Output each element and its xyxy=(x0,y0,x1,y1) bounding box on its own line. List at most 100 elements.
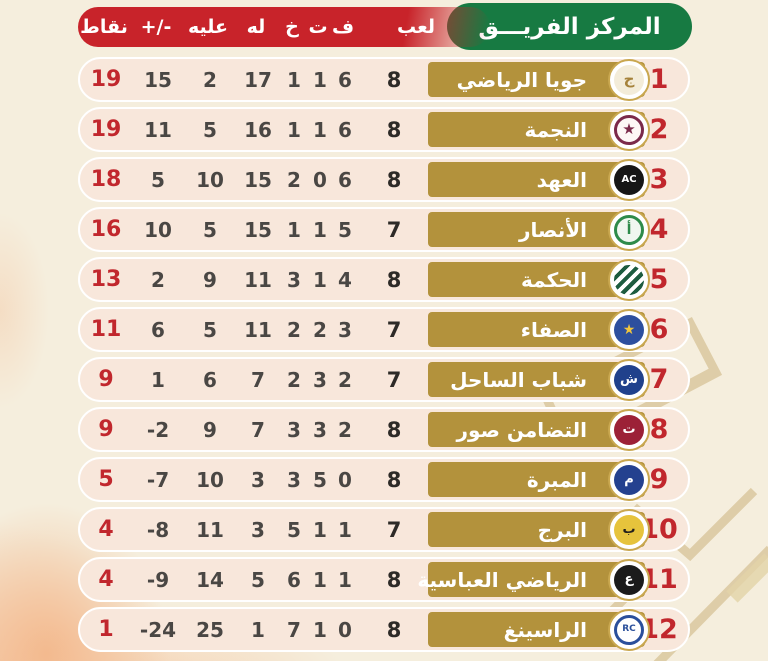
team-stats: 11 6 5 11 2 2 3 7 xyxy=(80,309,430,350)
stat-wins: 1 xyxy=(338,517,352,542)
stat-for: 3 xyxy=(251,517,265,542)
ahed-club-logo-icon: AC xyxy=(608,158,650,201)
stat-against: 5 xyxy=(203,217,217,242)
stat-diff: -9 xyxy=(146,567,170,592)
stat-points: 19 xyxy=(90,67,122,92)
stat-diff: -2 xyxy=(146,417,170,442)
table-row: 4 -9 14 5 6 1 1 8 الرياضي العباسية ع 11 xyxy=(78,557,690,602)
stat-points: 11 xyxy=(90,317,122,342)
team-name: الأنصار xyxy=(519,217,587,242)
stat-diff: -24 xyxy=(139,617,177,642)
stat-draws: 3 xyxy=(313,367,327,392)
stat-points: 19 xyxy=(90,117,122,142)
stat-for: 16 xyxy=(244,117,272,142)
stat-played: 8 xyxy=(386,117,402,142)
team-stats: 9 -2 9 7 3 3 2 8 xyxy=(80,409,430,450)
stat-played: 8 xyxy=(386,617,402,642)
hekmeh-club-logo-icon xyxy=(608,258,650,301)
stat-diff: 15 xyxy=(144,67,172,92)
stat-losses: 7 xyxy=(287,617,301,642)
stat-played: 7 xyxy=(386,317,402,342)
team-name: الراسينغ xyxy=(503,617,587,642)
stat-wins: 4 xyxy=(338,267,352,292)
stat-points: 18 xyxy=(90,167,122,192)
safa-club-logo-icon: ★ xyxy=(608,308,650,351)
stat-played: 8 xyxy=(386,467,402,492)
col-header-wins: ف xyxy=(331,16,355,38)
stat-for: 7 xyxy=(251,417,265,442)
stat-diff: -7 xyxy=(146,467,170,492)
stat-diff: 6 xyxy=(151,317,165,342)
stat-against: 11 xyxy=(196,517,224,542)
stat-played: 8 xyxy=(386,417,402,442)
stat-for: 3 xyxy=(251,467,265,492)
stat-losses: 1 xyxy=(287,217,301,242)
stat-wins: 0 xyxy=(338,617,352,642)
team-name: التضامن صور xyxy=(456,417,587,442)
table-row: 1 -24 25 1 7 1 0 8 الراسينغ RC 12 xyxy=(78,607,690,652)
stat-against: 9 xyxy=(203,417,217,442)
stat-losses: 2 xyxy=(287,367,301,392)
stat-points: 5 xyxy=(98,467,114,492)
table-row: 18 5 10 15 2 0 6 8 العهد AC 3 xyxy=(78,157,690,202)
stat-against: 5 xyxy=(203,317,217,342)
stat-losses: 6 xyxy=(287,567,301,592)
team-name: شباب الساحل xyxy=(450,367,587,392)
stat-played: 7 xyxy=(386,217,402,242)
table-row: 19 11 5 16 1 1 6 8 النجمة ★ 2 xyxy=(78,107,690,152)
team-stats: 16 10 5 15 1 1 5 7 xyxy=(80,209,430,250)
stat-against: 6 xyxy=(203,367,217,392)
stat-points: 9 xyxy=(98,417,114,442)
stat-points: 16 xyxy=(90,217,122,242)
stat-draws: 5 xyxy=(313,467,327,492)
standings-table: 19 15 2 17 1 1 6 8 جويا الرياضي ج 1 19 11 5 16 1 1 6 8 النج… xyxy=(78,57,690,657)
stat-played: 8 xyxy=(386,67,402,92)
team-name: جويا الرياضي xyxy=(456,67,587,92)
col-header-for: له xyxy=(246,16,266,38)
table-row: 9 -2 9 7 3 3 2 8 التضامن صور ت 8 xyxy=(78,407,690,452)
team-stats: 13 2 9 11 3 1 4 8 xyxy=(80,259,430,300)
stat-wins: 2 xyxy=(338,417,352,442)
stat-diff: 10 xyxy=(144,217,172,242)
table-row: 13 2 9 11 3 1 4 8 الحكمة 5 xyxy=(78,257,690,302)
team-name: البرج xyxy=(537,517,587,542)
team-name: المبرة xyxy=(526,467,587,492)
team-name: الحكمة xyxy=(521,267,587,292)
team-stats: 19 11 5 16 1 1 6 8 xyxy=(80,109,430,150)
stat-draws: 1 xyxy=(313,567,327,592)
stat-points: 13 xyxy=(90,267,122,292)
stat-losses: 3 xyxy=(287,467,301,492)
stat-diff: 1 xyxy=(151,367,165,392)
stat-wins: 5 xyxy=(338,217,352,242)
rank-number: 2 xyxy=(649,114,669,145)
team-name: العهد xyxy=(536,167,587,192)
col-header-played: لعب xyxy=(397,16,435,38)
stat-losses: 1 xyxy=(287,67,301,92)
team-stats: 18 5 10 15 2 0 6 8 xyxy=(80,159,430,200)
stat-for: 5 xyxy=(251,567,265,592)
stat-points: 4 xyxy=(98,567,114,592)
stat-for: 11 xyxy=(244,317,272,342)
stat-points: 4 xyxy=(98,517,114,542)
racing-club-logo-icon: RC xyxy=(608,608,650,651)
col-header-draws: ت xyxy=(308,16,328,38)
stat-for: 11 xyxy=(244,267,272,292)
stat-against: 9 xyxy=(203,267,217,292)
riyadi-abbasiya-club-logo-icon: ع xyxy=(608,558,650,601)
stat-wins: 6 xyxy=(338,117,352,142)
rank-number: 3 xyxy=(649,164,669,195)
stat-draws: 1 xyxy=(313,517,327,542)
stat-diff: -8 xyxy=(146,517,170,542)
stat-played: 7 xyxy=(386,517,402,542)
table-row: 11 6 5 11 2 2 3 7 الصفاء ★ 6 xyxy=(78,307,690,352)
stat-losses: 1 xyxy=(287,117,301,142)
team-name: الرياضي العباسية xyxy=(417,567,587,592)
stat-played: 7 xyxy=(386,367,402,392)
team-name-bar: المبرة xyxy=(428,462,645,497)
stat-wins: 3 xyxy=(338,317,352,342)
stat-draws: 1 xyxy=(313,67,327,92)
stat-played: 8 xyxy=(386,567,402,592)
bourj-club-logo-icon: ب xyxy=(608,508,650,551)
stat-wins: 6 xyxy=(338,67,352,92)
stat-diff: 5 xyxy=(151,167,165,192)
